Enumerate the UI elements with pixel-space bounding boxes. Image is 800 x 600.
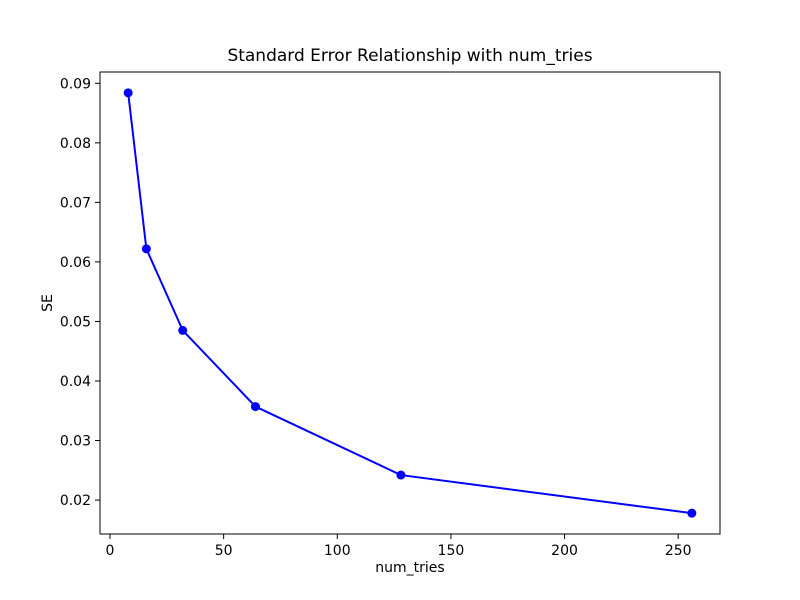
x-tick-label: 0 [106,543,115,559]
y-tick-label: 0.02 [60,493,91,509]
y-axis-label: SE [40,294,56,312]
x-tick-label: 100 [324,543,351,559]
y-tick-label: 0.03 [60,434,91,450]
y-tick-label: 0.08 [60,136,91,152]
y-tick-label: 0.07 [60,195,91,211]
axes-spines [99,71,721,535]
x-axis-label: num_tries [375,560,444,576]
x-tick-label: 150 [438,543,465,559]
se-line [127,91,693,515]
y-tick-label: 0.05 [60,314,91,330]
data-point-marker [178,325,188,335]
data-point-marker [687,508,697,518]
data-point-marker [141,244,151,254]
x-tick-label: 50 [215,543,233,559]
data-point-marker [123,88,133,98]
chart-title: Standard Error Relationship with num_tri… [227,46,592,66]
data-series [123,88,697,518]
y-tick-label: 0.09 [60,76,91,92]
y-axis-ticks: 0.02 0.03 0.04 0.05 0.06 0.07 0.08 0.09 [60,76,100,509]
data-point-marker [250,402,260,412]
x-axis-ticks: 0 50 100 150 200 250 [106,534,692,559]
x-tick-label: 250 [665,543,692,559]
y-tick-label: 0.06 [60,255,91,271]
y-tick-label: 0.04 [60,374,91,390]
x-tick-label: 200 [551,543,578,559]
data-point-marker [396,470,406,480]
